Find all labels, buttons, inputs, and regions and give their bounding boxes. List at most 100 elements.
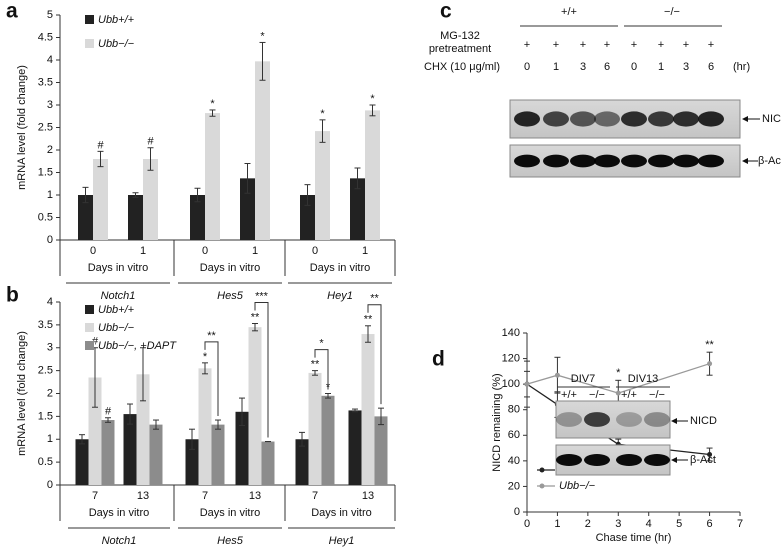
y-axis-label: NICD remaining (%) — [491, 373, 503, 471]
genotype-label: +/+ — [621, 389, 637, 401]
x-tick-label: 13 — [249, 490, 261, 502]
significance-label: * — [616, 367, 621, 379]
bracket — [367, 304, 382, 405]
significance-label: # — [92, 336, 99, 348]
panel-label: c — [440, 0, 452, 23]
bracket-label: ** — [370, 293, 379, 305]
treatment-mark: + — [658, 39, 664, 51]
lane-label: 3 — [683, 61, 689, 73]
group-label: Hes5 — [217, 535, 244, 547]
blot-band — [621, 154, 647, 168]
x-tick-label: 1 — [140, 245, 146, 257]
row-label: CHX (10 μg/ml) — [424, 61, 500, 73]
y-tick-label: 2.5 — [38, 365, 53, 377]
significance-label: ** — [364, 314, 373, 326]
y-tick-label: 2 — [47, 387, 53, 399]
y-tick-label: 3 — [47, 342, 53, 354]
bar — [123, 414, 137, 485]
bar — [149, 424, 163, 485]
bracket — [314, 349, 329, 390]
bar — [308, 372, 322, 485]
y-tick-label: 1 — [47, 189, 53, 201]
lane-label: 0 — [631, 61, 637, 73]
legend-label: Ubb−/− — [98, 38, 135, 50]
y-tick-label: 2.5 — [38, 121, 53, 133]
x-tick-label: 7 — [312, 490, 318, 502]
x-axis-label: Days in vitro — [200, 262, 261, 274]
genotype-label: +/+ — [561, 389, 577, 401]
blot-band — [698, 154, 724, 168]
marker — [524, 381, 530, 387]
significance-label: * — [260, 30, 265, 42]
blot-strip — [555, 400, 671, 439]
bar — [75, 439, 89, 485]
x-axis-label: Days in vitro — [200, 507, 261, 519]
legend-marker — [539, 483, 545, 489]
x-axis-label: Days in vitro — [89, 507, 150, 519]
y-tick-label: 4.5 — [38, 31, 53, 43]
significance-label: # — [97, 139, 104, 151]
bar — [350, 178, 365, 240]
group-label: Hey1 — [329, 535, 355, 547]
bar — [101, 420, 115, 485]
y-tick-label: 5 — [47, 9, 53, 21]
bracket — [254, 302, 269, 438]
y-tick-label: 60 — [508, 429, 520, 441]
blot-band — [584, 412, 610, 427]
bar — [361, 334, 375, 485]
x-tick-label: 4 — [646, 518, 652, 530]
y-tick-label: 2 — [47, 144, 53, 156]
blot-band — [648, 111, 674, 127]
bar — [205, 113, 220, 240]
significance-label: # — [147, 136, 154, 148]
bar — [374, 416, 388, 485]
x-tick-label: 1 — [252, 245, 258, 257]
bracket-label: *** — [255, 290, 269, 302]
bar — [235, 411, 249, 485]
legend-swatch — [85, 15, 94, 24]
blot-band — [570, 111, 596, 127]
blot-band — [514, 111, 540, 127]
lane-label: 1 — [553, 61, 559, 73]
bar — [93, 159, 108, 240]
legend-label: Ubb−/− — [98, 322, 135, 334]
x-axis-label: Days in vitro — [311, 507, 372, 519]
bar — [315, 131, 330, 240]
blot-band — [594, 154, 620, 168]
significance-label: ** — [251, 311, 260, 323]
blot-band — [570, 154, 596, 168]
x-tick-label: 6 — [707, 518, 713, 530]
legend-swatch — [85, 323, 94, 332]
bar — [211, 424, 225, 485]
series-line — [526, 363, 710, 394]
bar — [136, 374, 150, 485]
y-tick-label: 4 — [47, 296, 53, 308]
significance-label: * — [203, 351, 208, 363]
y-tick-label: 1.5 — [38, 166, 53, 178]
band-label: NICD — [762, 113, 781, 125]
panel-label: b — [6, 284, 19, 307]
panel-label: a — [6, 0, 18, 23]
band-label: β-Act — [690, 454, 716, 466]
group-label: Notch1 — [102, 535, 137, 547]
x-tick-label: 13 — [137, 490, 149, 502]
y-tick-label: 100 — [502, 378, 520, 390]
group-label: Hey1 — [327, 290, 353, 302]
bar — [88, 377, 102, 485]
significance-label: ** — [311, 359, 320, 371]
group-label: Notch1 — [101, 290, 136, 302]
blot-band — [673, 154, 699, 168]
lane-label: 6 — [708, 61, 714, 73]
bar — [248, 327, 262, 485]
blot-band — [556, 412, 582, 427]
legend-swatch — [85, 305, 94, 314]
x-tick-label: 0 — [312, 245, 318, 257]
x-tick-label: 7 — [202, 490, 208, 502]
y-tick-label: 140 — [502, 327, 520, 339]
y-tick-label: 20 — [508, 480, 520, 492]
row-label: pretreatment — [429, 43, 491, 55]
lane-label: 6 — [604, 61, 610, 73]
treatment-mark: + — [524, 39, 530, 51]
blot-band — [514, 154, 540, 168]
y-tick-label: 80 — [508, 404, 520, 416]
